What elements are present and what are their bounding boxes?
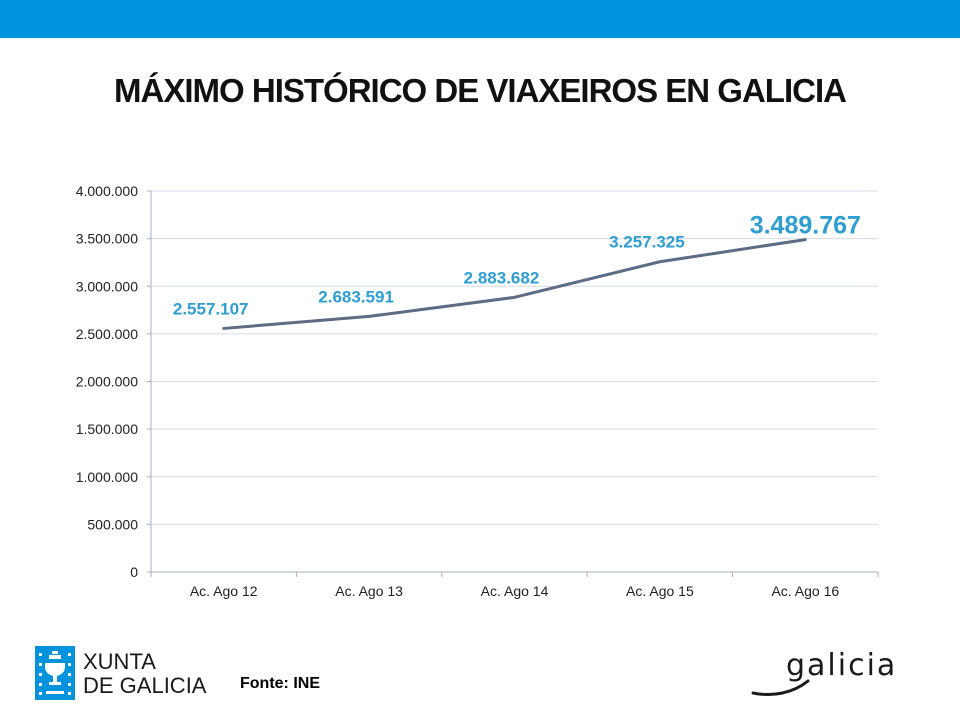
y-tick-label: 0 bbox=[130, 564, 138, 580]
y-tick-label: 1.000.000 bbox=[76, 469, 138, 485]
header-band bbox=[0, 0, 960, 38]
y-tick-label: 500.000 bbox=[87, 516, 138, 532]
galicia-logo-text: galicia bbox=[786, 648, 897, 683]
x-tick-label: Ac. Ago 15 bbox=[626, 583, 694, 599]
xunta-emblem-cross-icon bbox=[39, 651, 71, 695]
y-tick-label: 3.000.000 bbox=[76, 278, 138, 294]
x-tick-label: Ac. Ago 16 bbox=[771, 583, 839, 599]
xunta-logo-line2: DE GALICIA bbox=[83, 673, 207, 698]
data-label: 3.489.767 bbox=[750, 212, 861, 240]
series-line bbox=[222, 238, 807, 330]
page-title: MÁXIMO HISTÓRICO DE VIAXEIROS EN GALICIA bbox=[114, 72, 847, 109]
y-tick-label: 2.500.000 bbox=[76, 326, 138, 342]
data-label: 2.683.591 bbox=[318, 287, 394, 306]
data-label: 2.883.682 bbox=[464, 268, 540, 287]
y-tick-label: 4.000.000 bbox=[76, 183, 138, 199]
xunta-de-galicia-logo: XUNTA DE GALICIA bbox=[35, 646, 207, 700]
data-label: 3.257.325 bbox=[609, 233, 685, 252]
xunta-logo-line1: XUNTA bbox=[83, 649, 156, 674]
x-tick-label: Ac. Ago 14 bbox=[481, 583, 549, 599]
y-tick-label: 1.500.000 bbox=[76, 421, 138, 437]
galicia-logo-swoosh bbox=[751, 679, 810, 696]
data-label: 2.557.107 bbox=[173, 299, 249, 318]
source-note: Fonte: INE bbox=[240, 675, 320, 692]
galicia-brand-logo: galicia bbox=[751, 648, 897, 696]
y-tick-label: 3.500.000 bbox=[76, 231, 138, 247]
x-tick-label: Ac. Ago 13 bbox=[335, 583, 403, 599]
y-tick-label: 2.000.000 bbox=[76, 374, 138, 390]
x-tick-label: Ac. Ago 12 bbox=[190, 583, 258, 599]
